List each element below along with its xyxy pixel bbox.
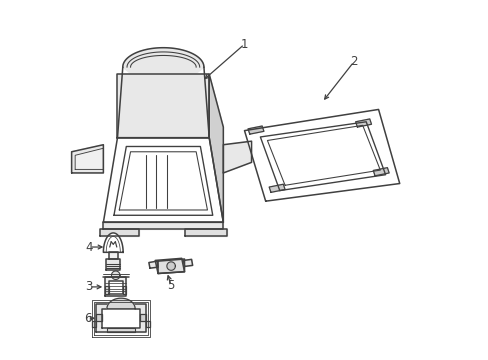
- Polygon shape: [117, 74, 209, 138]
- Text: 5: 5: [167, 279, 174, 292]
- Polygon shape: [355, 119, 371, 127]
- Polygon shape: [96, 314, 102, 321]
- Polygon shape: [111, 271, 120, 279]
- Polygon shape: [209, 74, 223, 222]
- Polygon shape: [244, 109, 399, 201]
- Polygon shape: [155, 258, 184, 274]
- Polygon shape: [122, 286, 126, 294]
- Polygon shape: [103, 222, 223, 229]
- Text: 3: 3: [85, 280, 93, 293]
- Polygon shape: [267, 125, 380, 185]
- Polygon shape: [96, 304, 145, 332]
- Polygon shape: [108, 252, 118, 259]
- Polygon shape: [103, 138, 223, 222]
- Polygon shape: [71, 145, 103, 173]
- Polygon shape: [105, 286, 108, 294]
- Polygon shape: [119, 152, 207, 210]
- Polygon shape: [145, 321, 150, 328]
- Polygon shape: [247, 126, 264, 134]
- Text: 6: 6: [83, 312, 91, 325]
- Polygon shape: [103, 233, 123, 252]
- Polygon shape: [105, 277, 126, 296]
- Polygon shape: [75, 148, 103, 170]
- Polygon shape: [166, 262, 175, 270]
- Polygon shape: [106, 259, 120, 270]
- Polygon shape: [269, 184, 285, 192]
- Polygon shape: [92, 321, 96, 328]
- Polygon shape: [148, 261, 158, 268]
- Polygon shape: [223, 141, 251, 173]
- Text: 1: 1: [240, 38, 248, 51]
- Polygon shape: [184, 229, 226, 237]
- Polygon shape: [372, 168, 388, 176]
- Polygon shape: [114, 147, 212, 215]
- Text: 2: 2: [349, 55, 357, 68]
- Polygon shape: [108, 280, 122, 294]
- Polygon shape: [100, 229, 139, 237]
- Polygon shape: [107, 298, 135, 309]
- Polygon shape: [140, 314, 145, 321]
- Polygon shape: [158, 259, 184, 274]
- Polygon shape: [102, 309, 140, 328]
- Polygon shape: [117, 48, 209, 138]
- Polygon shape: [183, 259, 192, 266]
- Polygon shape: [260, 122, 385, 190]
- Polygon shape: [107, 328, 135, 332]
- Text: 4: 4: [85, 240, 93, 253]
